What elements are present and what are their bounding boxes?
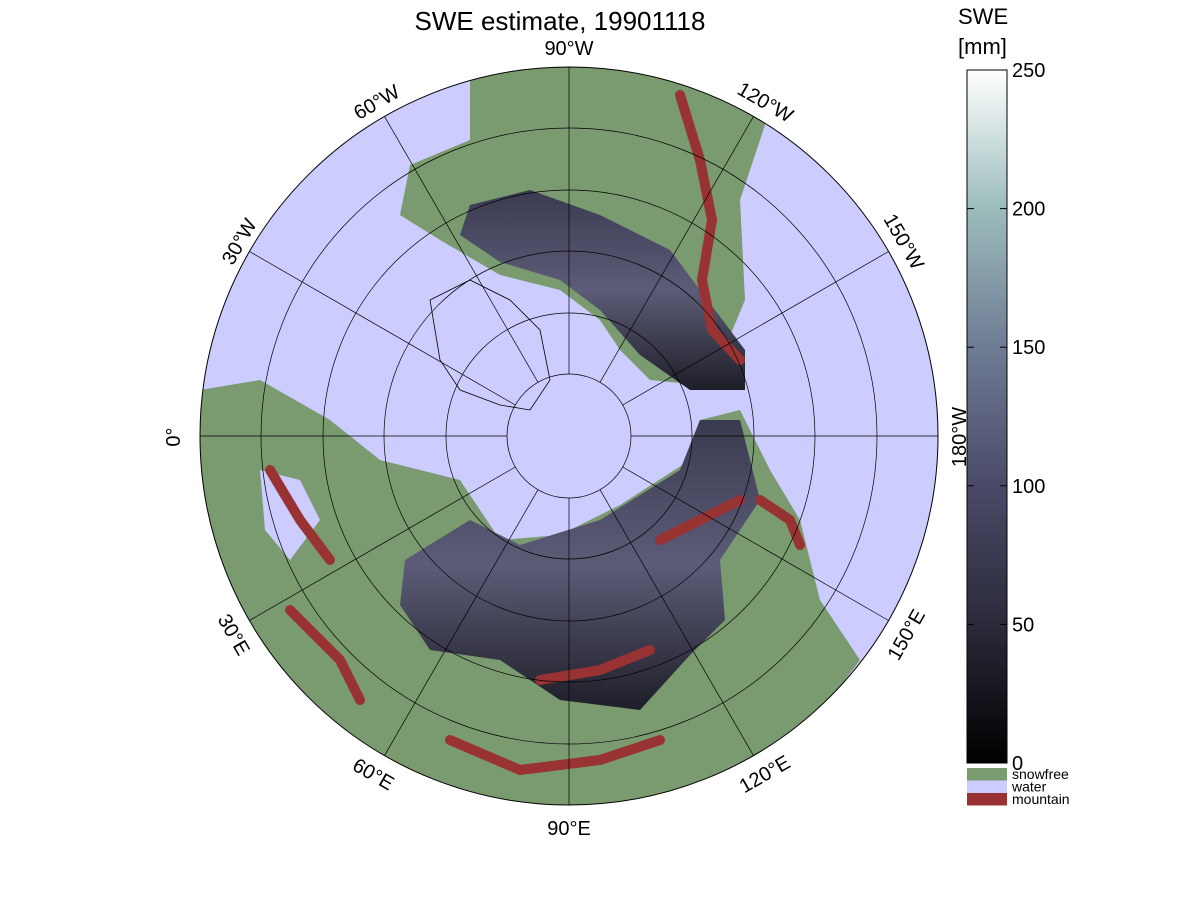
colorbar-tick-label: 0: [1012, 753, 1023, 775]
lon-label: 90°E: [547, 818, 591, 840]
colorbar-axis: 0 50 100 150 200 250: [967, 60, 1045, 775]
colorbar-label: [mm]: [958, 34, 1007, 59]
meridian: [622, 466, 889, 621]
na-snow: [460, 190, 745, 390]
baltic: [260, 470, 320, 560]
colorbar-tick-label: 100: [1012, 476, 1045, 498]
legend-label: snowfree: [1012, 766, 1069, 782]
colorbar: [966, 69, 1008, 764]
title: SWE estimate, 19901118: [415, 6, 706, 36]
legend-label: mountain: [1012, 791, 1070, 807]
greenland: [429, 279, 551, 411]
legend-swatch: [967, 793, 1007, 806]
meridian: [599, 489, 754, 756]
graticule: [200, 67, 938, 805]
mountains: [265, 90, 805, 776]
meridian: [249, 466, 516, 621]
legend-label: water: [1011, 779, 1047, 795]
lon-label: 180°W: [949, 407, 971, 467]
colorbar-label: SWE: [958, 4, 1008, 29]
lon-label: 0°: [163, 427, 185, 446]
meridian: [622, 251, 889, 406]
meridian: [599, 116, 754, 383]
colorbar-tick-label: 50: [1012, 614, 1034, 636]
colorbar-tick-label: 250: [1012, 60, 1045, 82]
lon-label: 60°E: [349, 754, 398, 795]
colorbar-tick-label: 150: [1012, 337, 1045, 359]
map-body: [200, 67, 938, 805]
colorbar-tick-label: 200: [1012, 199, 1045, 221]
meridian: [249, 251, 516, 406]
lon-label: 90°W: [544, 38, 593, 60]
meridian: [384, 489, 539, 756]
map-border: [199, 66, 939, 806]
legend-swatch: [967, 768, 1007, 781]
meridian: [384, 116, 539, 383]
eurasia-snow: [400, 420, 760, 710]
legend-swatch: [967, 780, 1007, 793]
